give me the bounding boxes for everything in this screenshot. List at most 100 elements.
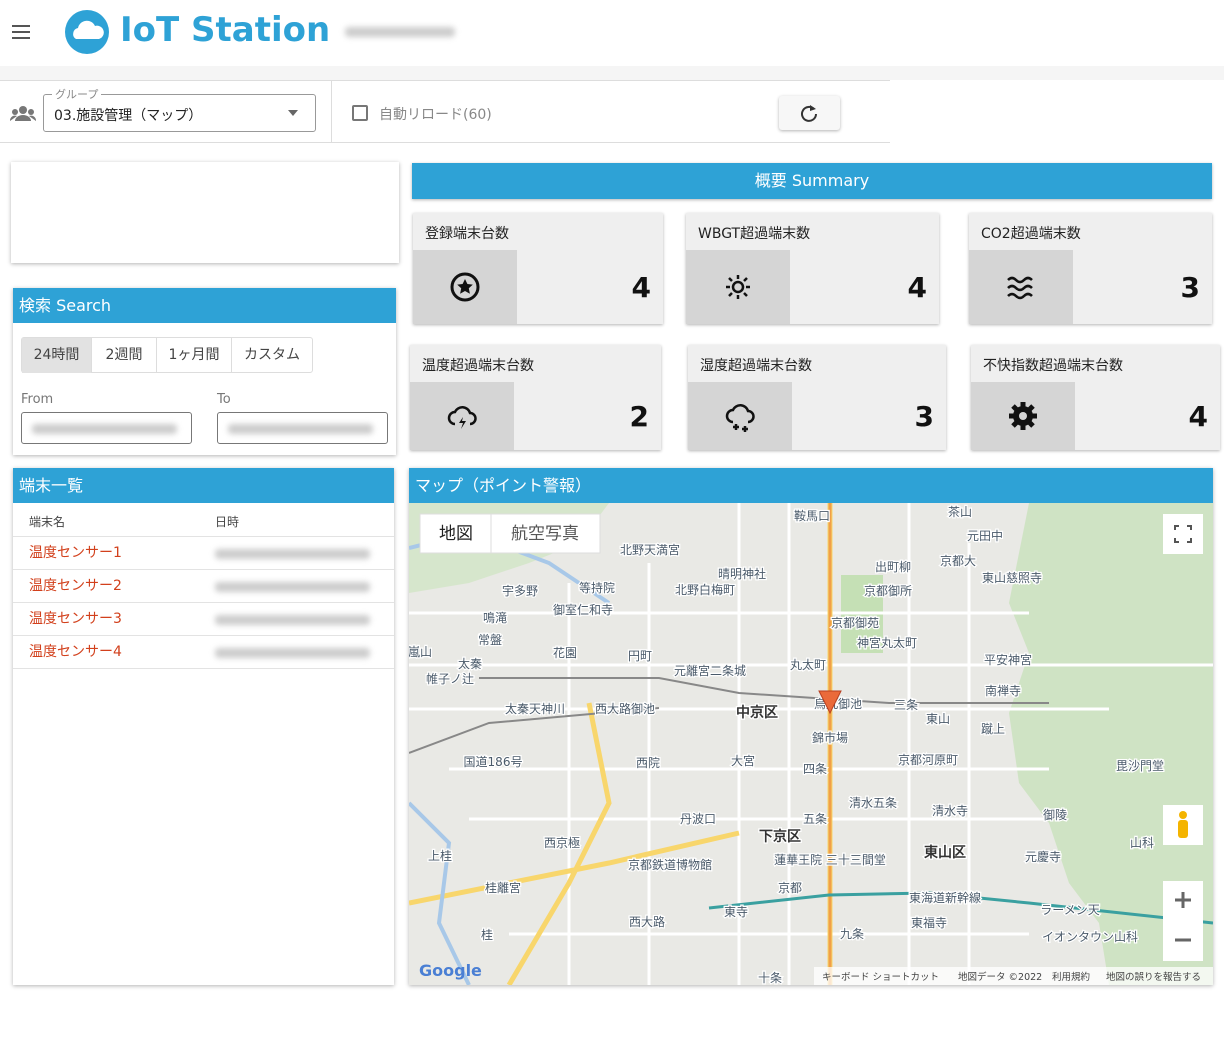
map-type-control	[419, 513, 601, 554]
to-input[interactable]	[217, 412, 388, 444]
date-blurred	[215, 549, 370, 559]
card-icon	[1009, 402, 1037, 430]
east-hills	[1009, 503, 1213, 985]
device-row[interactable]: 温度センサー1	[13, 537, 394, 570]
card-value: 4	[907, 270, 927, 304]
rail	[409, 677, 1049, 754]
summary-card: CO2超過端末数 3	[969, 213, 1212, 324]
range-tabs: 24時間 2週間 1ヶ月間 カスタム	[21, 337, 313, 373]
map-label: 毘沙門堂	[1116, 759, 1164, 773]
map-title: マップ（ポイント警報）	[409, 468, 1213, 503]
card-label: CO2超過端末数	[981, 226, 1081, 242]
date-blurred	[215, 615, 370, 625]
card-label: 登録端末台数	[425, 226, 509, 242]
summary-card: 不快指数超過端末台数 4	[971, 345, 1220, 450]
alert-marker[interactable]	[818, 690, 842, 715]
map-label: 東海道新幹線	[909, 890, 981, 905]
card-value: 3	[1180, 270, 1200, 304]
card-icon	[447, 406, 477, 429]
pegman	[1179, 811, 1187, 819]
zoom-icons[interactable]	[1175, 892, 1191, 942]
refresh-button[interactable]	[779, 96, 840, 130]
range-tab[interactable]: 1ヶ月間	[157, 338, 232, 373]
map-type-button[interactable]: 航空写真	[511, 524, 579, 544]
map-label: 東寺	[724, 905, 748, 919]
map-label: 上桂	[428, 848, 452, 863]
map-label: 三条	[894, 698, 918, 712]
summary-title: 概要 Summary	[412, 163, 1212, 199]
icon-shape	[459, 417, 466, 429]
map-label: 晴明神社	[718, 566, 766, 581]
attribution-text[interactable]: 地図の誤りを報告する	[1106, 971, 1201, 983]
divider	[13, 536, 394, 537]
card-value: 4	[1188, 399, 1208, 433]
map-label: 鳴滝	[483, 611, 507, 625]
group-label: グループ	[52, 86, 102, 102]
group-select[interactable]: グループ 03.施設管理（マップ）	[43, 86, 316, 132]
map-label: 丹波口	[680, 812, 716, 826]
icon-shape	[733, 424, 748, 432]
fullscreen-icon	[1174, 525, 1192, 543]
attribution-text[interactable]: 地図データ ©2022	[958, 971, 1042, 983]
from-label: From	[21, 392, 54, 407]
range-tab[interactable]: カスタム	[244, 347, 300, 363]
range-tab[interactable]: 24時間	[22, 338, 92, 373]
map-label: 中京区	[736, 704, 778, 721]
search-panel: 検索 Search 24時間 2週間 1ヶ月間 カスタム From To	[13, 288, 396, 455]
from-date-blurred	[32, 424, 177, 434]
attribution-text: キーボード ショートカット	[822, 972, 939, 983]
map-label: 国道186号	[464, 755, 523, 769]
map-label: 東山区	[924, 844, 966, 861]
icon-shape	[1009, 402, 1037, 430]
range-tab[interactable]: 2週間	[92, 338, 157, 373]
attribution-text[interactable]: 利用規約	[1052, 971, 1090, 983]
map-label: 錦市場	[812, 730, 848, 745]
menu-button[interactable]	[10, 22, 34, 42]
map-label: 西大路	[629, 914, 665, 929]
map-label: 北野白梅町	[675, 582, 735, 597]
device-list-title: 端末一覧	[13, 468, 394, 503]
map-type-button[interactable]: 地図	[439, 524, 473, 544]
map-label: 清水五条	[849, 796, 897, 810]
summary-card: 温度超過端末台数 2	[410, 345, 661, 450]
card-value: 4	[631, 270, 651, 304]
map-label: 太秦	[458, 656, 482, 671]
map-label: 五条	[803, 812, 827, 826]
icon-shape	[450, 272, 480, 302]
card-icon	[726, 275, 750, 299]
attribution: キーボード ショートカット 地図データ ©2022 利用規約 地図の誤りを報告する	[822, 971, 1201, 983]
logo-icon	[65, 10, 109, 54]
map-label: 東山	[926, 712, 950, 726]
map-label: 京都大	[940, 554, 976, 568]
icon-shape	[731, 280, 745, 294]
device-row[interactable]: 温度センサー2	[13, 570, 394, 603]
app-header: IoT Station	[0, 0, 1224, 66]
device-name: 温度センサー1	[29, 545, 122, 561]
device-list: 端末一覧 端末名 日時 温度センサー1 温度センサー2 温度センサー3 温度センサー4	[13, 468, 394, 985]
map-label: 宇多野	[502, 584, 538, 598]
card-value: 2	[629, 399, 649, 433]
map-label: 元田中	[967, 528, 1003, 543]
device-row[interactable]: 温度センサー4	[13, 636, 394, 669]
device-row[interactable]: 温度センサー3	[13, 603, 394, 636]
map-label: 九条	[840, 927, 864, 941]
attribution-bar	[814, 967, 1213, 985]
card-label: 温度超過端末台数	[422, 358, 534, 374]
map-label: 神宮丸太町	[857, 635, 917, 650]
fullscreen-button[interactable]	[1163, 514, 1203, 554]
from-input[interactable]	[21, 412, 192, 444]
shinkansen	[708, 891, 1213, 925]
icon-shape	[1019, 412, 1027, 420]
card-icon-area	[969, 250, 1073, 324]
card-icon-area	[410, 382, 514, 450]
card-icon	[1007, 276, 1033, 300]
map-label: 帷子ノ辻	[426, 671, 474, 686]
card-label: 湿度超過端末台数	[700, 358, 812, 374]
google-logo: Google	[419, 961, 482, 980]
device-name: 温度センサー4	[29, 644, 122, 660]
auto-reload-checkbox[interactable]	[352, 105, 368, 121]
map-label: 大宮	[731, 753, 755, 768]
icon-shape	[725, 404, 755, 424]
header-shadow	[0, 66, 1224, 80]
